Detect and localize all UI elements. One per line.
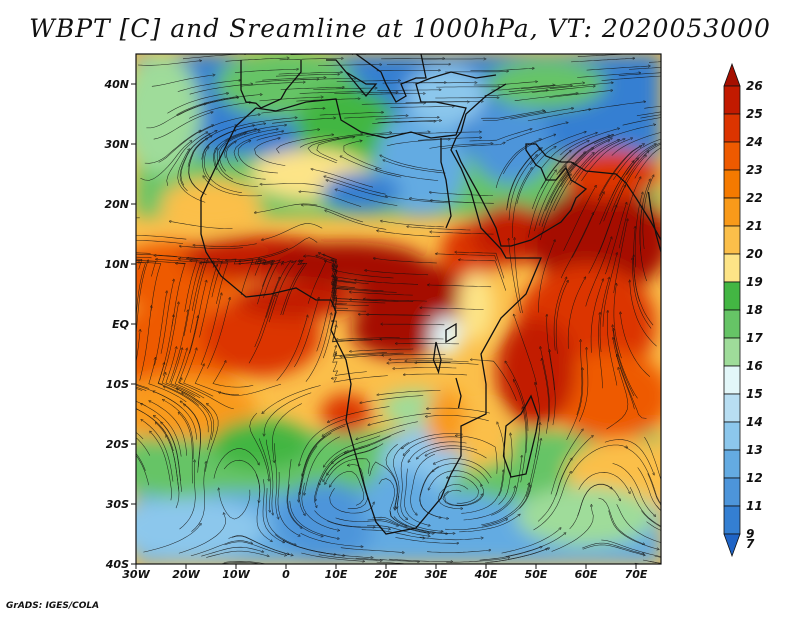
colorbar-label: 25 <box>746 107 763 121</box>
colorbar-label: 20 <box>746 247 763 261</box>
colorbar-swatch <box>723 141 741 171</box>
colorbar-swatch <box>723 449 741 479</box>
lat-tick-label: 40N <box>103 78 129 91</box>
lon-tick-label: 0 <box>282 568 290 581</box>
lon-tick-label: 10W <box>222 568 250 581</box>
streamlines <box>136 54 661 564</box>
lat-tick-label: 20N <box>104 198 129 211</box>
colorbar-label: 23 <box>746 163 763 177</box>
lon-tick-label: 30W <box>122 568 150 581</box>
lat-tick-label: 40S <box>105 558 129 571</box>
colorbar-label: 18 <box>746 303 763 317</box>
colorbar-swatch <box>723 393 741 423</box>
lat-tick-label: 30S <box>106 498 129 511</box>
lon-tick-label: 20E <box>375 568 398 581</box>
colorbar-swatch <box>723 253 741 283</box>
lat-tick-label: 10N <box>104 258 129 271</box>
lon-tick-label: 40E <box>474 568 498 581</box>
colorbar-swatch <box>723 533 741 558</box>
colorbar-swatch <box>723 365 741 395</box>
longitude-axis: 30W 20W 10W 0 10E 20E 30E 40E 50E 60E 70E <box>122 564 648 581</box>
lon-tick-label: 20W <box>172 568 200 581</box>
colorbar-label: 13 <box>746 443 763 457</box>
colorbar-swatch <box>723 197 741 227</box>
colorbar-label: 14 <box>746 415 763 429</box>
colorbar-label: 16 <box>746 359 763 373</box>
plot-frame <box>135 53 662 565</box>
colorbar: 26 25 24 23 22 21 20 19 18 17 16 15 14 13 12 11 97 <box>723 62 763 558</box>
colorbar-swatch <box>723 505 741 535</box>
map-title: WBPT [C] and Sreamline at 1000hPa, VT: 2… <box>29 14 771 43</box>
colorbar-label: 22 <box>746 191 763 205</box>
colorbar-swatch <box>723 62 741 87</box>
colorbar-swatch <box>723 337 741 367</box>
lat-tick-label: 10S <box>106 378 129 391</box>
colorbar-label: 15 <box>746 387 763 401</box>
lat-tick-label: 20S <box>106 438 129 451</box>
colorbar-swatch <box>723 421 741 451</box>
colorbar-label: 11 <box>746 499 763 513</box>
credit-text: GrADS: IGES/COLA <box>6 601 100 611</box>
map-plot-area <box>136 54 661 564</box>
colorbar-label: 12 <box>746 471 763 485</box>
colorbar-swatch <box>723 169 741 199</box>
colorbar-label: 17 <box>746 331 763 345</box>
lat-tick-label: 30N <box>104 138 129 151</box>
colorbar-swatch <box>723 281 741 311</box>
lon-tick-label: 60E <box>575 568 598 581</box>
lon-tick-label: 30E <box>425 568 448 581</box>
latitude-axis: 40N 30N 20N 10N EQ 10S 20S 30S 40S <box>103 78 136 571</box>
colorbar-swatch <box>723 85 741 115</box>
colorbar-label: 21 <box>746 219 763 233</box>
lat-tick-label: EQ <box>112 318 129 331</box>
colorbar-label: 24 <box>746 135 763 149</box>
lon-tick-label: 10E <box>325 568 348 581</box>
colorbar-swatch <box>723 225 741 255</box>
lon-tick-label: 50E <box>525 568 548 581</box>
colorbar-label: 26 <box>746 79 763 93</box>
colorbar-label: 7 <box>746 537 755 551</box>
lon-tick-label: 70E <box>625 568 648 581</box>
colorbar-label: 19 <box>746 275 763 289</box>
colorbar-swatch <box>723 113 741 143</box>
colorbar-swatch <box>723 309 741 339</box>
colorbar-label: 9 <box>746 527 754 541</box>
colorbar-swatch <box>723 477 741 507</box>
